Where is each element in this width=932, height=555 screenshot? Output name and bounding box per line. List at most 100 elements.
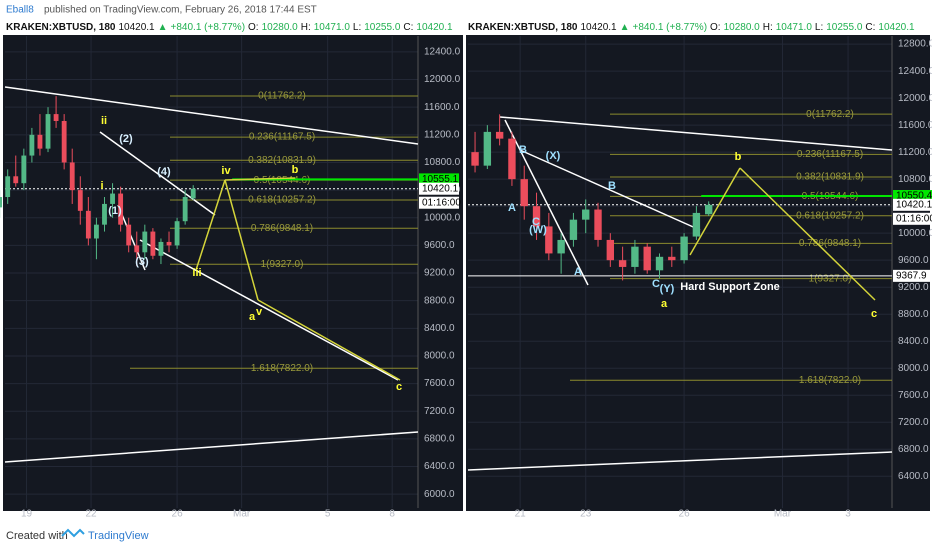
y-tick-label: 10800.0	[424, 157, 461, 168]
trend-line	[139, 239, 399, 381]
y-tick-label: 12000.0	[898, 93, 932, 104]
countdown-box	[419, 196, 459, 209]
author[interactable]: Eball8	[6, 5, 34, 16]
trend-line	[519, 149, 701, 231]
candle-body	[85, 210, 91, 239]
candle-body	[0, 197, 3, 208]
trend-line	[195, 179, 226, 271]
wave-label: a	[661, 298, 668, 310]
fib-label: 0(11762.2)	[258, 91, 306, 102]
header-part: 10255.0	[826, 22, 863, 33]
trend-line	[739, 167, 876, 301]
header-part: 10471.0	[314, 22, 351, 33]
price-tag-box	[419, 182, 459, 195]
wave-label: C	[532, 216, 540, 228]
countdown-box	[893, 212, 932, 225]
wave-label: A	[508, 202, 516, 214]
candle-body	[705, 204, 713, 215]
y-tick-label: 7600.0	[898, 390, 929, 401]
y-tick-label: 6800.0	[898, 444, 929, 455]
fib-label: 1.618(7822.0)	[251, 363, 313, 374]
x-tick-label: 26	[679, 509, 691, 520]
y-tick-label: 7600.0	[424, 378, 455, 389]
header-part: ▲	[620, 22, 630, 33]
header-part: O:	[710, 22, 721, 33]
candle-body	[668, 256, 676, 261]
y-tick-label: 8000.0	[424, 351, 455, 362]
candle-body	[618, 260, 627, 267]
candle-body	[93, 224, 99, 239]
x-tick-label: 22	[85, 509, 97, 520]
price-tag: 10420.1	[422, 183, 459, 194]
y-tick-label: 10000.0	[898, 228, 932, 239]
wave-label: b	[292, 164, 299, 176]
candle-body	[13, 176, 19, 184]
fib-label: 0.618(10257.2)	[796, 210, 864, 221]
header-part: H:	[301, 22, 311, 33]
candle-body	[150, 231, 156, 256]
x-tick-label: 3	[845, 509, 851, 520]
trend-line	[499, 116, 893, 151]
fib-label: 0.236(11167.5)	[249, 132, 315, 143]
wave-label: iii	[192, 267, 201, 279]
x-tick-label: 5	[325, 509, 331, 520]
header-part: 10420.1	[416, 22, 453, 33]
candle-body	[582, 209, 590, 220]
fib-label: 0(11762.2)	[806, 109, 854, 120]
fib-label: 1(9327.0)	[809, 273, 852, 284]
x-tick-label: 23	[580, 509, 592, 520]
candle-body	[557, 239, 565, 254]
fib-label: 0.786(9848.1)	[251, 223, 313, 234]
wave-label: B	[608, 180, 616, 192]
candle-body	[158, 241, 164, 256]
candle-body	[69, 162, 75, 191]
header-part: 10420.1	[878, 22, 915, 33]
candle-body	[61, 121, 67, 163]
trend-line	[4, 431, 419, 463]
x-tick-label: Mar	[233, 509, 251, 520]
wave-label: (Y)	[660, 283, 675, 295]
candle-body	[643, 246, 651, 271]
candle-body	[102, 203, 107, 225]
y-tick-label: 11200.0	[424, 129, 460, 140]
y-tick-label: 6800.0	[424, 434, 455, 445]
header-part: ▲	[158, 22, 168, 33]
header-part: 10255.0	[364, 22, 401, 33]
candle-body	[692, 212, 701, 237]
candle-body	[631, 246, 639, 267]
fib-label: 1.618(7822.0)	[799, 375, 861, 386]
wave-label: i	[100, 180, 103, 192]
trend-line	[504, 119, 589, 286]
candle-body	[495, 131, 504, 139]
wave-label: B	[519, 144, 527, 156]
header-part: O:	[248, 22, 259, 33]
candle-body	[655, 256, 664, 271]
x-tick-label: 26	[172, 509, 184, 520]
footer-brand[interactable]: TradingView	[88, 530, 149, 542]
candle-body	[508, 138, 516, 180]
wave-label: v	[256, 306, 263, 318]
header-part: +840.1 (+8.77%)	[633, 22, 708, 33]
price-tag-box	[893, 198, 932, 211]
wave-label: a	[249, 311, 256, 323]
y-tick-label: 6400.0	[898, 471, 929, 482]
header-part: KRAKEN:XBTUSD, 180	[468, 22, 578, 33]
candle-body	[483, 131, 492, 166]
candle-body	[606, 239, 615, 261]
y-tick-label: 8000.0	[898, 363, 929, 374]
published-note: published on TradingView.com, February 2…	[44, 5, 317, 16]
header-part: 10471.0	[776, 22, 813, 33]
y-tick-label: 7200.0	[898, 417, 929, 428]
header-part: H:	[763, 22, 773, 33]
wave-label: (W)	[529, 224, 547, 236]
price-tag-box	[893, 269, 932, 282]
y-tick-label: 6400.0	[424, 461, 455, 472]
candle-body	[5, 176, 11, 198]
candle-body	[182, 197, 188, 222]
candle-body	[45, 114, 51, 149]
trend-line	[257, 299, 401, 381]
candle-body	[118, 193, 124, 225]
fib-label: 0.618(10257.2)	[248, 195, 316, 206]
y-tick-label: 12800.0	[898, 39, 932, 50]
